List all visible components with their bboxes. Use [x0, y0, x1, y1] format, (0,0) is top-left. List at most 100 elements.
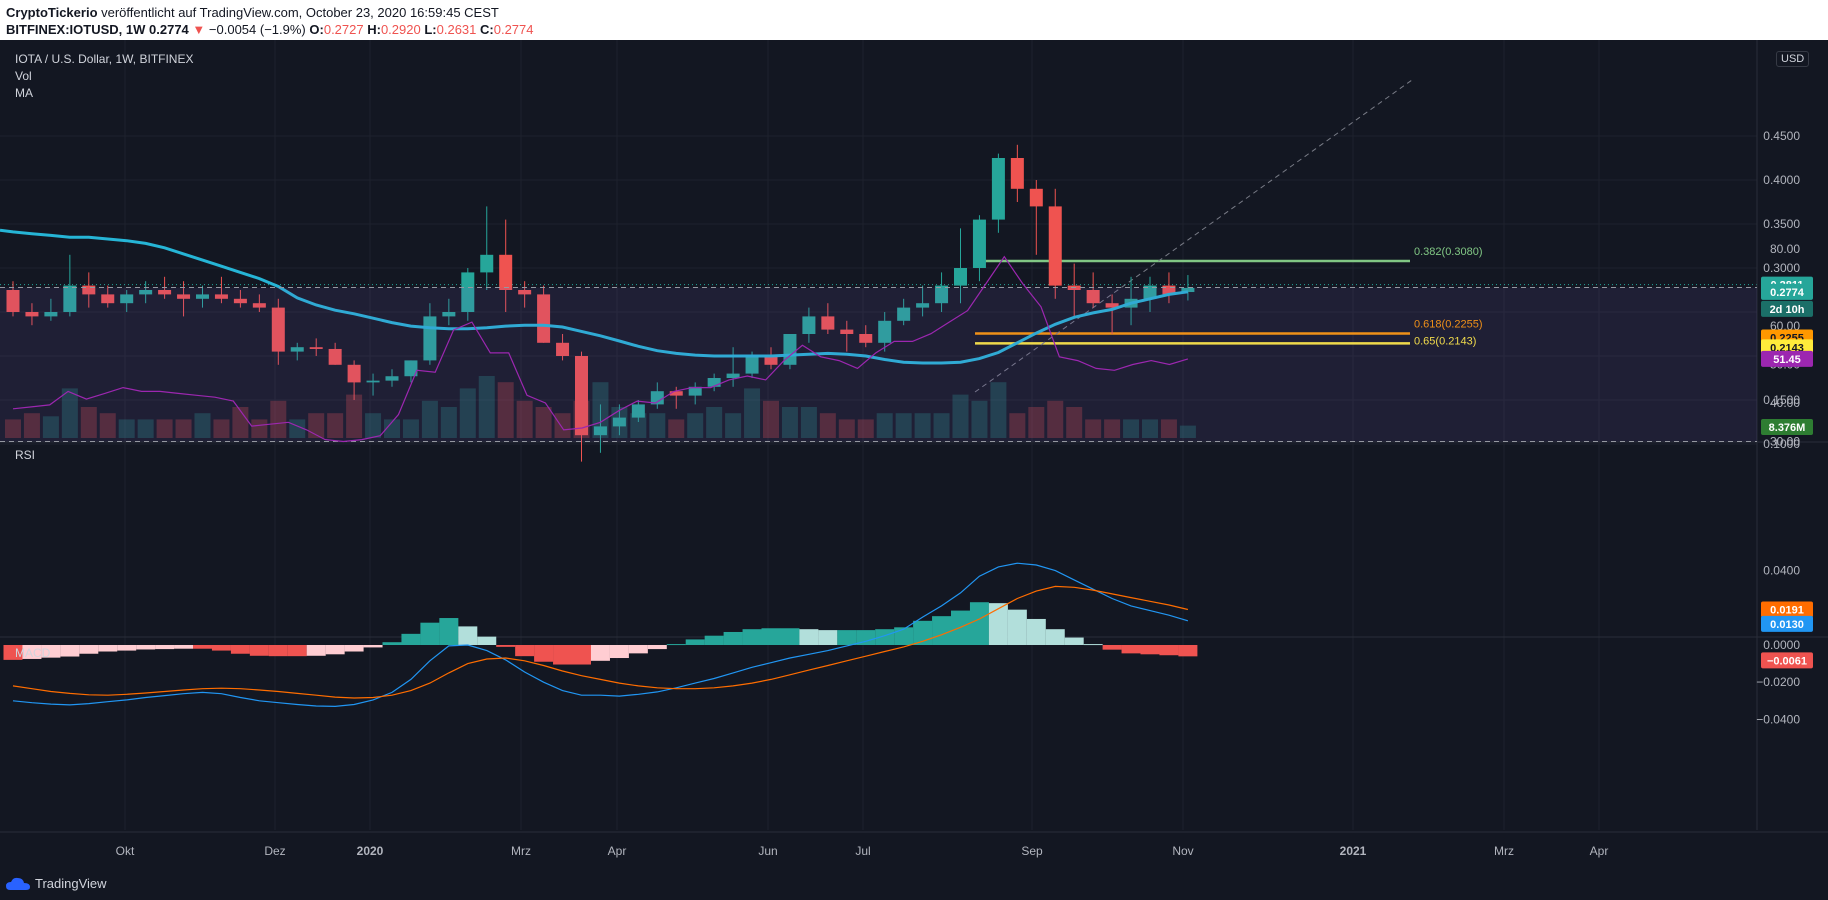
time-tick-label: 2021 [1340, 844, 1367, 858]
time-axis[interactable]: Okt Dez 2020 Mrz Apr Jun Jul Sep Nov 2021 Mrz Apr [116, 844, 1609, 858]
volume-badge-bg [1761, 419, 1813, 435]
macd-histogram-bar [1102, 645, 1122, 650]
candle-body [499, 254, 513, 290]
macd-histogram-bar [117, 645, 137, 651]
candle-body [196, 294, 209, 299]
price-tick-label: 0.3500 [1763, 217, 1800, 231]
last-price-badge-bg [1761, 283, 1813, 300]
volume-bar [421, 400, 438, 438]
candle-body [631, 404, 645, 418]
candle-body [366, 380, 380, 383]
rsi-tick-label: 80.00 [1770, 242, 1800, 256]
candle-body [120, 294, 134, 304]
macd-histogram-bar [287, 645, 307, 657]
rsi-band-fill [0, 287, 1757, 442]
tradingview-logo[interactable]: TradingView [6, 876, 107, 891]
time-tick-label: Jun [758, 844, 777, 858]
time-tick-label: 2020 [357, 844, 384, 858]
fib-label: 0.65(0.2143) [1414, 335, 1476, 347]
candle-body [309, 347, 323, 349]
volume-bar [118, 419, 135, 438]
candle-body [461, 272, 475, 312]
macd-histogram-bar [439, 618, 459, 645]
macd-histogram-bar [1064, 637, 1084, 645]
macd-histogram-bar [1026, 618, 1046, 645]
macd-histogram-bar [174, 645, 194, 649]
volume-bar [706, 407, 723, 438]
macd-histogram-bar [211, 645, 231, 651]
candle-body [139, 290, 153, 295]
chart-canvas[interactable]: 0.382(0.3080) 0.618(0.2255) 0.65(0.2143) 0… [0, 40, 1828, 868]
volume-bar [175, 419, 192, 438]
volume-bar [308, 413, 325, 438]
last-price-badge: 0.2774 [1770, 287, 1805, 299]
volume-bar [365, 413, 382, 438]
macd-histogram-bar [60, 645, 80, 657]
volume-bar [876, 413, 893, 438]
candle-body [214, 294, 228, 299]
candle-body [1181, 287, 1195, 293]
price-tick-label: 0.1000 [1763, 437, 1800, 451]
time-tick-label: Sep [1021, 844, 1043, 858]
volume-bar [402, 419, 419, 438]
time-tick-label: Jul [855, 844, 870, 858]
volume-bar [516, 400, 533, 438]
volume-bar [668, 419, 685, 438]
candle-body [972, 219, 986, 268]
volume-bar [554, 413, 571, 438]
volume-bar [800, 407, 817, 438]
candle-body [764, 356, 778, 365]
candle-body [252, 303, 266, 308]
signal-badge: 0.0191 [1770, 604, 1804, 616]
currency-button[interactable]: USD [1776, 51, 1810, 67]
publisher-line: CryptoTickerio veröffentlicht auf Tradin… [6, 5, 499, 20]
candle-body [859, 334, 873, 343]
volume-bar [23, 413, 40, 438]
volume-bar [857, 419, 874, 438]
candle-body [1048, 206, 1062, 286]
candle-body [556, 342, 570, 356]
time-tick-label: Apr [608, 844, 627, 858]
macd-histogram-bar [79, 645, 99, 654]
low-label: L: [424, 22, 437, 37]
volume-bar [838, 419, 855, 438]
candle-body [991, 158, 1005, 220]
macd-histogram-bar [401, 633, 421, 645]
candle-body [347, 364, 361, 383]
price-tick-label: 0.1500 [1763, 393, 1800, 407]
rsi-badge-bg [1761, 350, 1813, 367]
macd-histogram-bar [230, 645, 250, 654]
volume-bar [251, 419, 268, 438]
close-value: 0.2774 [493, 22, 534, 37]
signal-line [12, 585, 1189, 699]
macd-histogram-bar [988, 603, 1008, 645]
candle-body [1143, 285, 1157, 299]
volume-bar [327, 413, 344, 438]
macd-histogram-bar [41, 645, 61, 658]
macd-histogram-bar [553, 645, 573, 665]
volume-bar [1160, 419, 1177, 438]
publisher-name[interactable]: CryptoTickerio [6, 5, 98, 20]
main-legend-title: IOTA / U.S. Dollar, 1W, BITFINEX [15, 52, 194, 66]
volume-bar [1085, 419, 1102, 438]
candle-body [783, 334, 797, 365]
macd-histogram-bar [647, 645, 667, 650]
chart-header: CryptoTickerio veröffentlicht auf Tradin… [0, 0, 1828, 40]
candle-body [669, 391, 683, 396]
macd-histogram-bar [344, 645, 364, 652]
countdown-badge-bg [1761, 300, 1813, 317]
candle-body [1105, 303, 1119, 308]
candle-body [82, 285, 96, 295]
macd-histogram-bar [666, 644, 686, 646]
grid [0, 40, 1757, 830]
low-value: 0.2631 [436, 22, 477, 37]
candle-body [404, 360, 418, 377]
candle-body [1010, 158, 1024, 189]
macd-histogram-bar [685, 639, 705, 645]
candle-body [177, 294, 191, 299]
macd-histogram-bar [856, 630, 876, 645]
macd-histogram-bar [704, 635, 724, 645]
macd-histogram-bar [420, 622, 440, 645]
macd-histogram-bar [590, 645, 610, 661]
candle-body [44, 312, 58, 317]
